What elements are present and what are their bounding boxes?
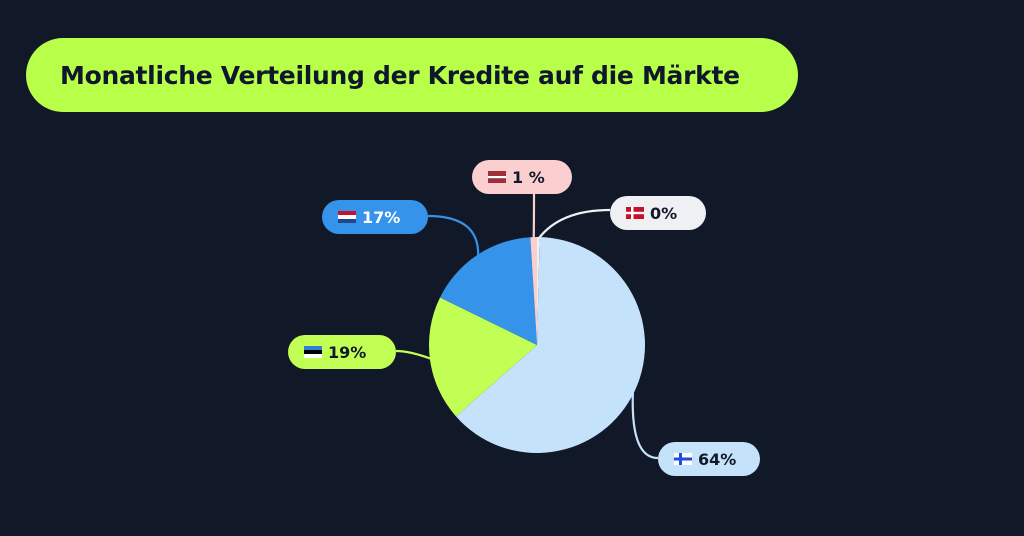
leader-lines bbox=[395, 193, 659, 460]
leader-line bbox=[631, 389, 659, 460]
slice-label: 0% bbox=[610, 196, 706, 230]
slice-label: 64% bbox=[658, 442, 760, 476]
label-pill bbox=[322, 200, 428, 234]
leader-line bbox=[395, 349, 433, 361]
leader-line bbox=[427, 214, 480, 257]
slice-label-text: 1 % bbox=[512, 168, 545, 187]
pie-slice bbox=[455, 237, 645, 453]
leader-line bbox=[537, 208, 611, 240]
slice-label-text: 19% bbox=[328, 343, 366, 362]
slice-label-text: 64% bbox=[698, 450, 736, 469]
slice-label: 17% bbox=[322, 200, 428, 234]
fi-flag-icon bbox=[674, 453, 692, 465]
dk-flag-icon bbox=[626, 207, 644, 219]
slice-label: 1 % bbox=[472, 160, 572, 194]
label-pill bbox=[472, 160, 572, 194]
nl-flag-icon bbox=[338, 211, 356, 223]
chart-title: Monatliche Verteilung der Kredite auf di… bbox=[60, 60, 740, 90]
pie-slice bbox=[440, 237, 537, 345]
slice-label: 19% bbox=[288, 335, 396, 369]
slice-label-text: 17% bbox=[362, 208, 400, 227]
lv-flag-icon bbox=[488, 171, 506, 183]
title-banner: Monatliche Verteilung der Kredite auf di… bbox=[26, 38, 798, 112]
ee-flag-icon bbox=[304, 346, 322, 358]
pie-slice bbox=[537, 236, 540, 345]
pie-slice bbox=[429, 297, 537, 417]
pie-slices bbox=[429, 236, 645, 453]
label-pill bbox=[610, 196, 706, 230]
label-pill bbox=[288, 335, 396, 369]
slice-label-text: 0% bbox=[650, 204, 677, 223]
label-pill bbox=[658, 442, 760, 476]
slice-labels: 0% 64% 19% 17% 1 % bbox=[288, 160, 760, 476]
pie-slice bbox=[530, 237, 537, 345]
